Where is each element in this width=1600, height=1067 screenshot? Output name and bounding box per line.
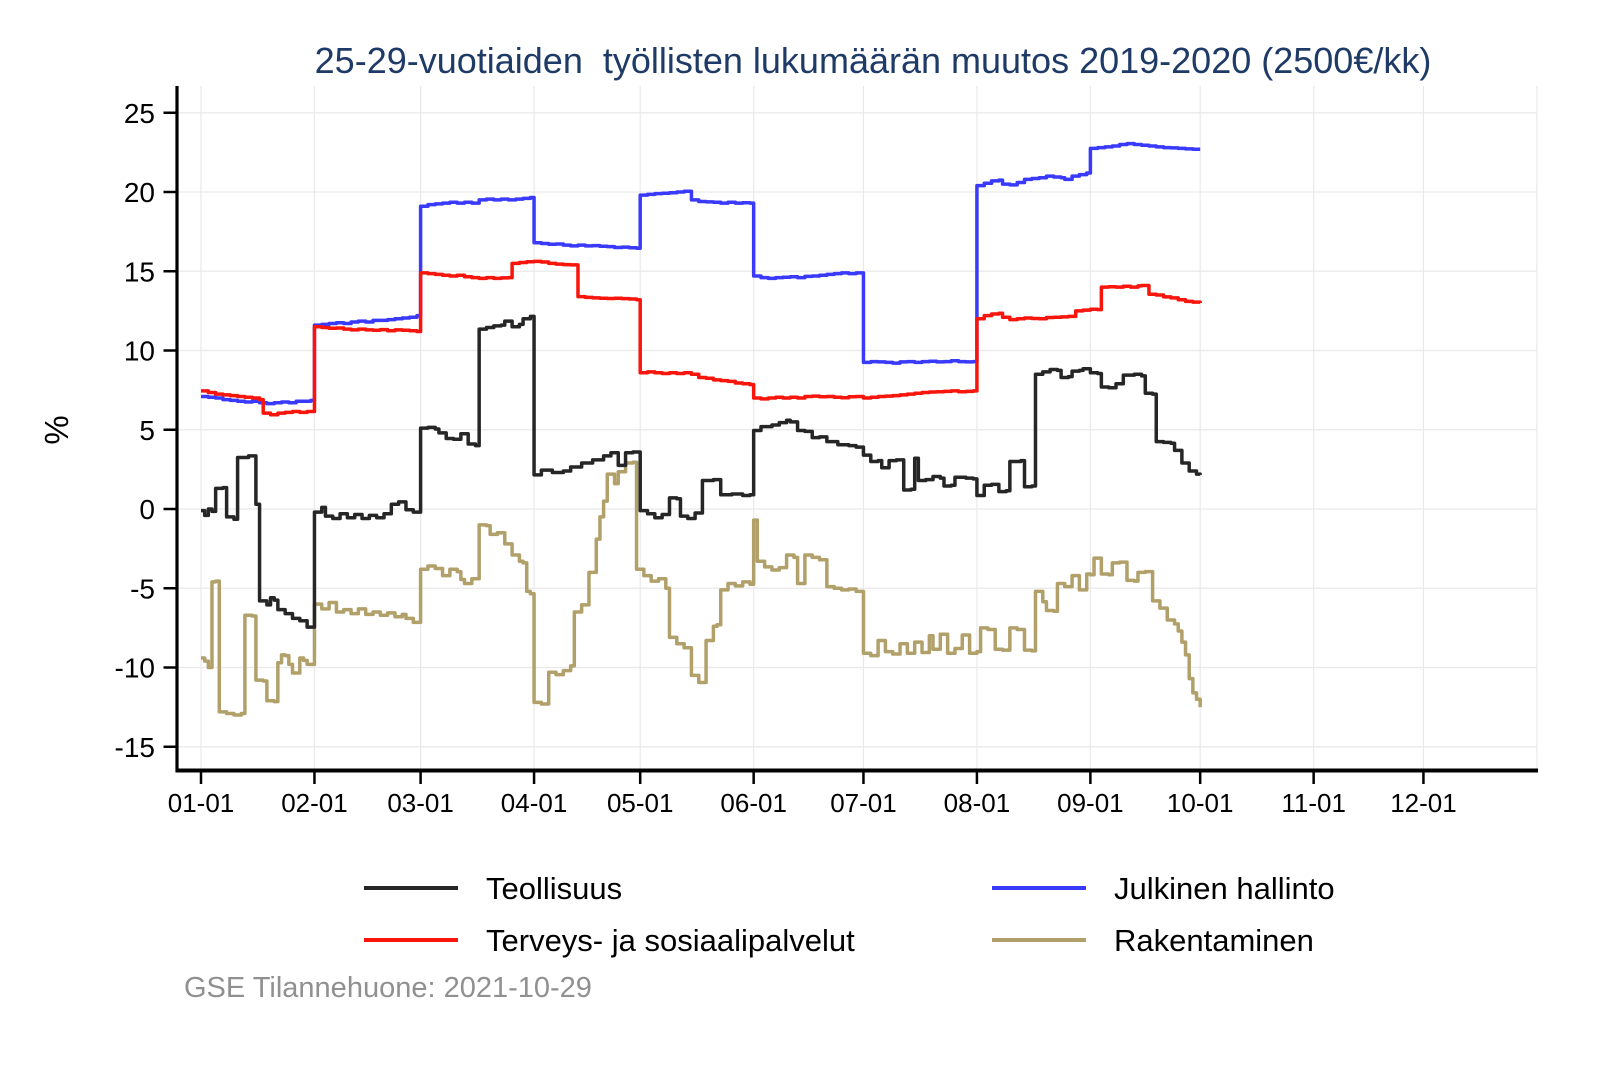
legend-swatch-teollisuus: [364, 886, 458, 890]
legend-label-julkinen-hallinto: Julkinen hallinto: [1114, 870, 1335, 906]
y-tick-label: 10: [124, 336, 155, 367]
legend-swatch-terveys-ja-sosiaalipalvelut: [364, 938, 458, 942]
legend-item-julkinen-hallinto: Julkinen hallinto: [992, 870, 1335, 906]
source-note: GSE Tilannehuone: 2021-10-29: [184, 972, 592, 1004]
x-tick-label: 07-01: [830, 788, 897, 818]
y-tick-label: -5: [130, 573, 155, 604]
x-tick-label: 04-01: [501, 788, 568, 818]
x-tick-label: 12-01: [1390, 788, 1457, 818]
series-line-teollisuus: [201, 314, 1202, 629]
x-tick-label: 06-01: [720, 788, 787, 818]
legend-item-rakentaminen: Rakentaminen: [992, 922, 1335, 958]
x-tick-label: 09-01: [1057, 788, 1124, 818]
series-line-terveys-ja-sosiaalipalvelut: [201, 259, 1202, 417]
x-tick-label: 05-01: [607, 788, 674, 818]
chart-title: 25-29-vuotiaiden työllisten lukumäärän m…: [314, 40, 1432, 81]
series-line-rakentaminen: [201, 460, 1202, 717]
x-tick-label: 03-01: [387, 788, 454, 818]
legend-label-rakentaminen: Rakentaminen: [1114, 922, 1314, 958]
y-axis-title: %: [38, 415, 75, 444]
x-tick-label: 02-01: [281, 788, 348, 818]
legend-label-teollisuus: Teollisuus: [486, 870, 623, 906]
x-tick-label: 10-01: [1167, 788, 1234, 818]
legend-item-terveys-ja-sosiaalipalvelut: Terveys- ja sosiaalipalvelut: [364, 922, 992, 958]
x-tick-label: 01-01: [168, 788, 235, 818]
x-tick-label: 11-01: [1281, 788, 1346, 818]
y-tick-label: 5: [139, 415, 155, 446]
y-tick-label: 20: [124, 177, 155, 208]
y-tick-label: -10: [115, 653, 155, 684]
y-tick-label: 15: [124, 256, 155, 287]
legend-swatch-rakentaminen: [992, 938, 1086, 942]
legend-item-teollisuus: Teollisuus: [364, 870, 992, 906]
y-tick-label: -15: [115, 732, 155, 763]
series-line-julkinen-hallinto: [201, 141, 1201, 406]
y-tick-label: 25: [124, 98, 155, 129]
legend: Teollisuus Julkinen hallinto Terveys- ja s…: [364, 870, 1335, 958]
plot-area: 25 20 15 10 5 0 -5 -10 -15 01-01 02-01 03-01 04-01 05…: [38, 86, 1538, 818]
y-tick-label: 0: [139, 494, 155, 525]
x-tick-label: 08-01: [944, 788, 1011, 818]
legend-label-terveys-ja-sosiaalipalvelut: Terveys- ja sosiaalipalvelut: [486, 922, 855, 958]
legend-swatch-julkinen-hallinto: [992, 886, 1086, 890]
